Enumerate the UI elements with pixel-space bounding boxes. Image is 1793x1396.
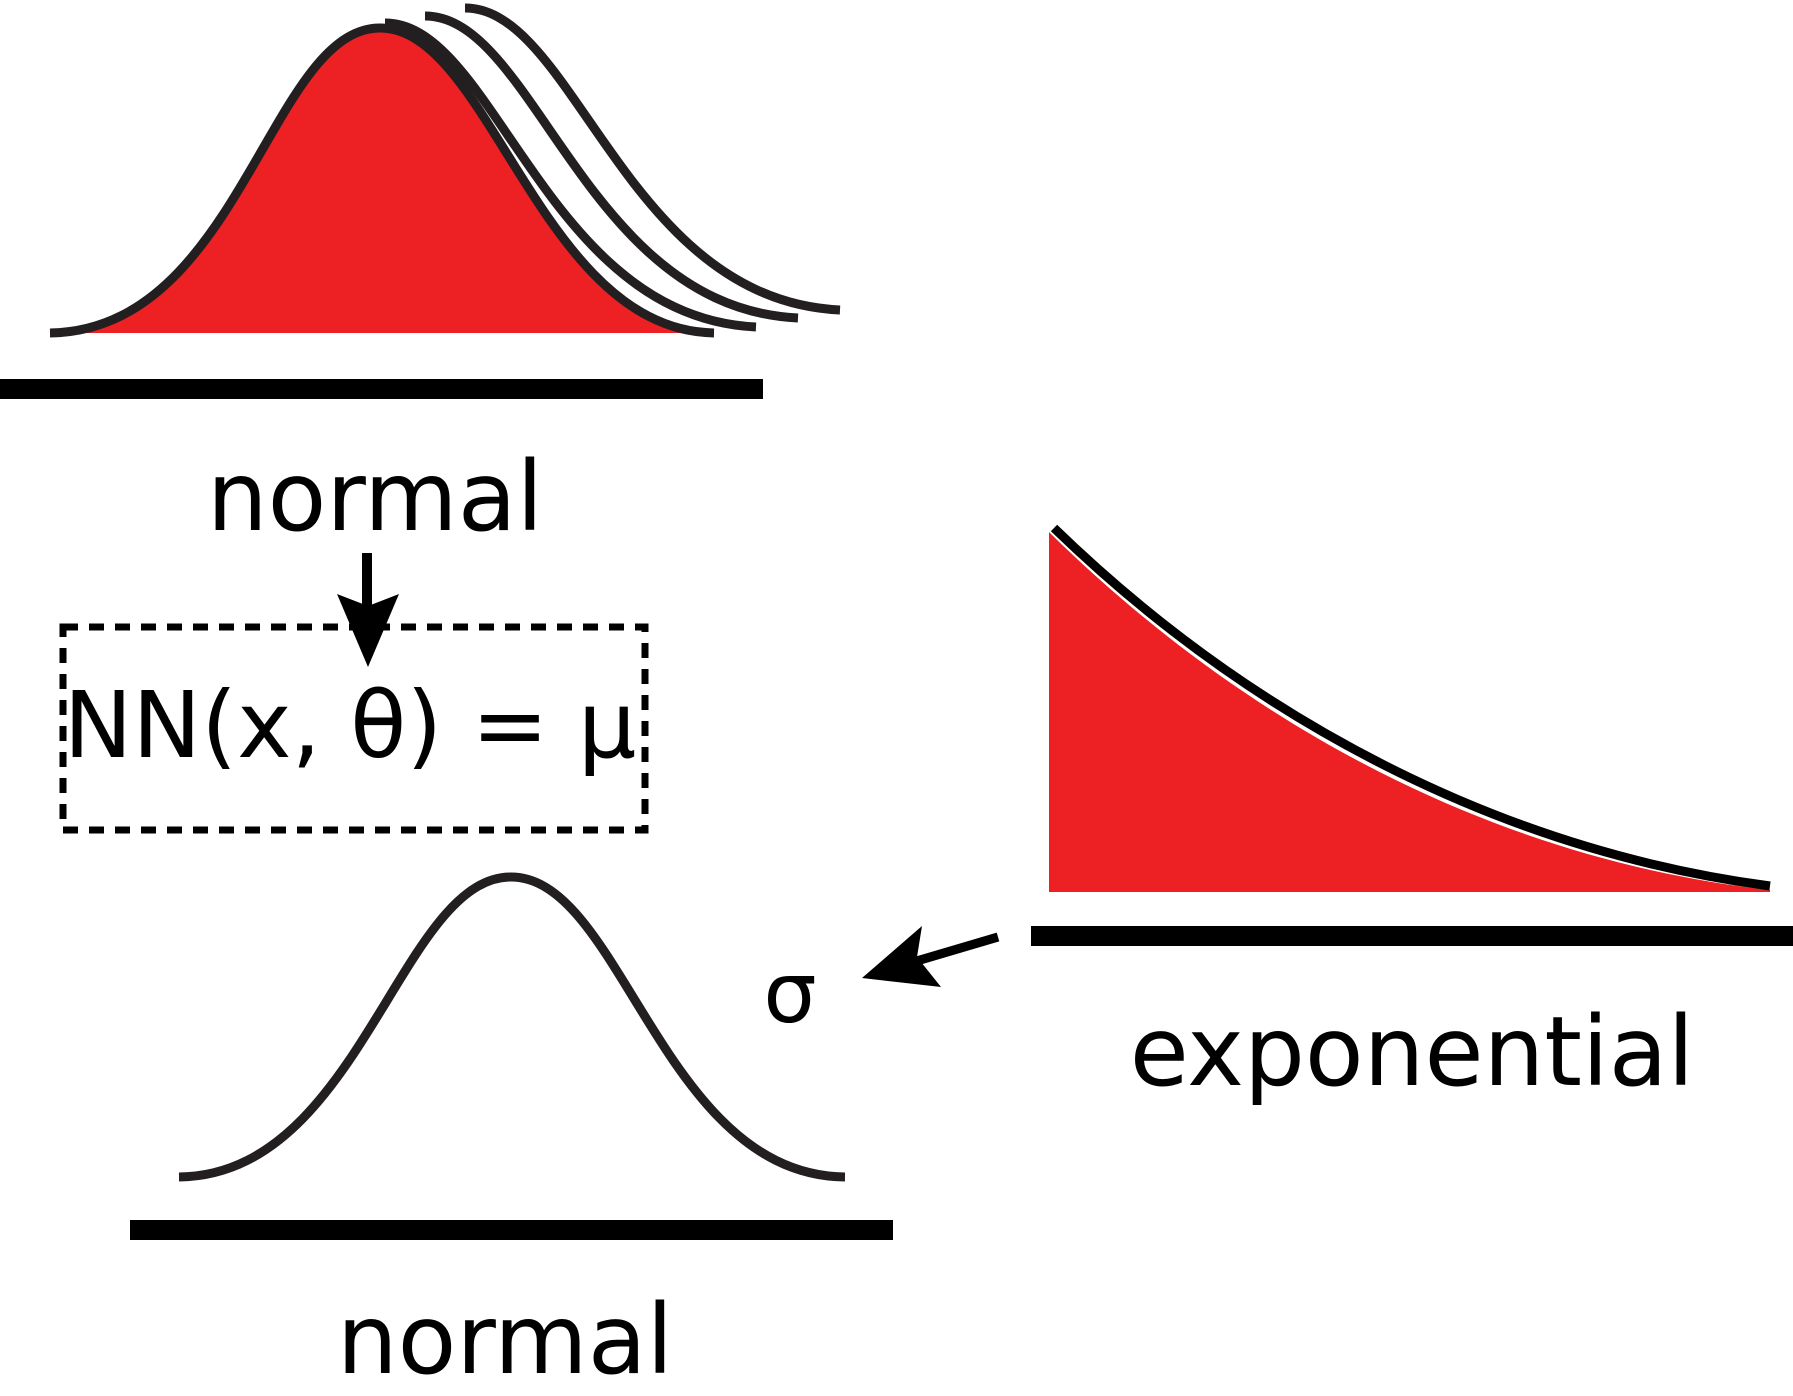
sigma-label: σ (763, 944, 816, 1042)
nn-box (59, 623, 649, 834)
down-arrow (337, 553, 399, 667)
bottom-normal-group (130, 872, 893, 1240)
top-normal-group (0, 3, 841, 399)
sigma-arrow (862, 926, 1000, 987)
exponential-group (1031, 524, 1793, 946)
exponential-fill (1049, 532, 1770, 892)
top-axis-line (0, 379, 763, 399)
top-normal-curve-2 (384, 18, 757, 332)
top-normal-curve-3 (424, 11, 799, 323)
exponential-axis-line (1031, 926, 1793, 946)
exponential-label: exponential (1130, 996, 1694, 1108)
bottom-normal-curve (178, 872, 846, 1182)
top-normal-label: normal (207, 441, 543, 553)
bottom-normal-label: normal (337, 1284, 673, 1396)
top-normal-curve-1 (49, 23, 715, 338)
exponential-curve (1050, 524, 1771, 891)
nn-formula: NN(x, θ) = μ (64, 672, 637, 779)
top-normal-fill (50, 28, 712, 333)
bottom-axis-line (130, 1220, 893, 1240)
top-normal-curve-4 (464, 3, 841, 315)
